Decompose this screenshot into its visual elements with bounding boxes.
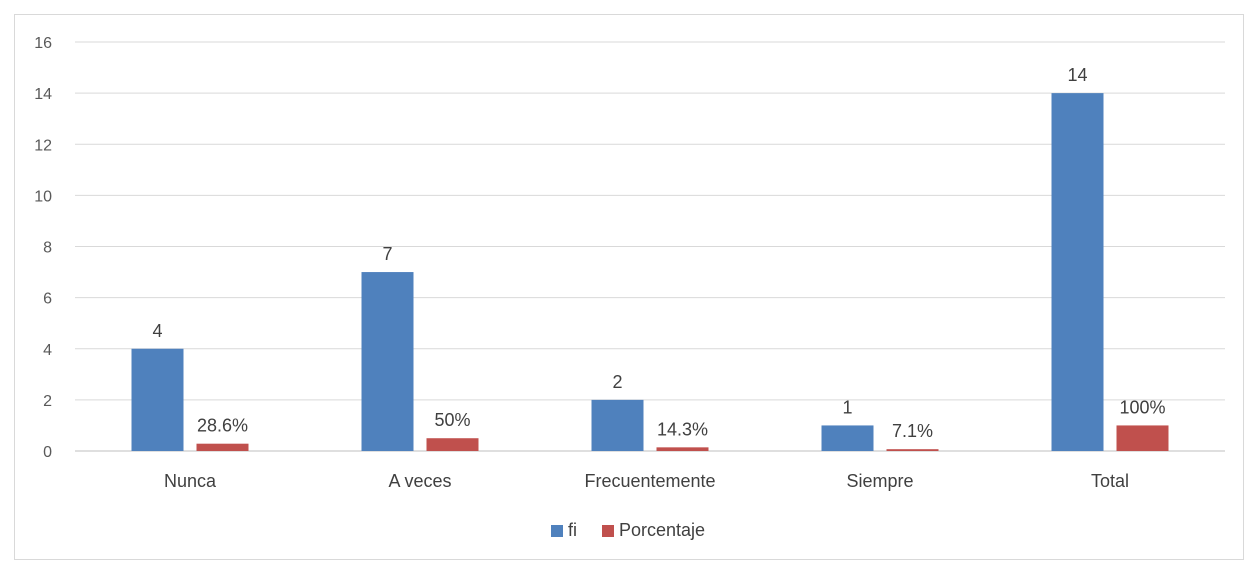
legend-swatch-porcentaje [602, 525, 614, 537]
x-category-label: A veces [388, 471, 451, 491]
x-category-label: Nunca [164, 471, 217, 491]
y-tick-label: 6 [43, 291, 52, 308]
data-label: 50% [434, 410, 470, 430]
bar-fi-total [1052, 93, 1104, 451]
data-label: 7.1% [892, 421, 933, 441]
data-label: 14 [1067, 65, 1087, 85]
bar-porcentaje-nunca [197, 444, 249, 451]
bar-fi-a-veces [362, 272, 414, 451]
data-label: 28.6% [197, 416, 248, 436]
y-axis-ticks: 0 2 4 6 8 10 12 14 16 [34, 35, 52, 461]
y-tick-label: 4 [43, 342, 52, 359]
bar-fi-nunca [132, 349, 184, 451]
y-tick-label: 2 [43, 393, 52, 410]
bar-porcentaje-total [1117, 425, 1169, 451]
legend-label-fi: fi [568, 520, 577, 540]
x-category-label: Frecuentemente [584, 471, 715, 491]
legend-swatch-fi [551, 525, 563, 537]
bar-fi-frecuentemente [592, 400, 644, 451]
y-tick-label: 10 [34, 188, 52, 205]
data-label: 2 [612, 372, 622, 392]
data-labels: 4 28.6% 7 50% 2 14.3% 1 7.1% 14 100% [152, 65, 1165, 441]
x-category-label: Siempre [846, 471, 913, 491]
data-label: 4 [152, 321, 162, 341]
legend-label-porcentaje: Porcentaje [619, 520, 705, 540]
y-tick-label: 14 [34, 86, 52, 103]
data-label: 1 [842, 397, 852, 417]
y-tick-label: 8 [43, 240, 52, 257]
bar-fi-siempre [822, 425, 874, 451]
bar-porcentaje-a-veces [427, 438, 479, 451]
legend: fi Porcentaje [551, 520, 705, 540]
y-tick-label: 0 [43, 444, 52, 461]
x-category-label: Total [1091, 471, 1129, 491]
y-tick-label: 16 [34, 35, 52, 52]
y-tick-label: 12 [34, 137, 52, 154]
bar-porcentaje-siempre [887, 449, 939, 451]
data-label: 100% [1119, 397, 1165, 417]
bar-porcentaje-frecuentemente [657, 447, 709, 451]
data-label: 14.3% [657, 419, 708, 439]
x-axis-categories: Nunca A veces Frecuentemente Siempre Total [164, 471, 1129, 491]
data-label: 7 [382, 244, 392, 264]
bars [132, 93, 1169, 451]
